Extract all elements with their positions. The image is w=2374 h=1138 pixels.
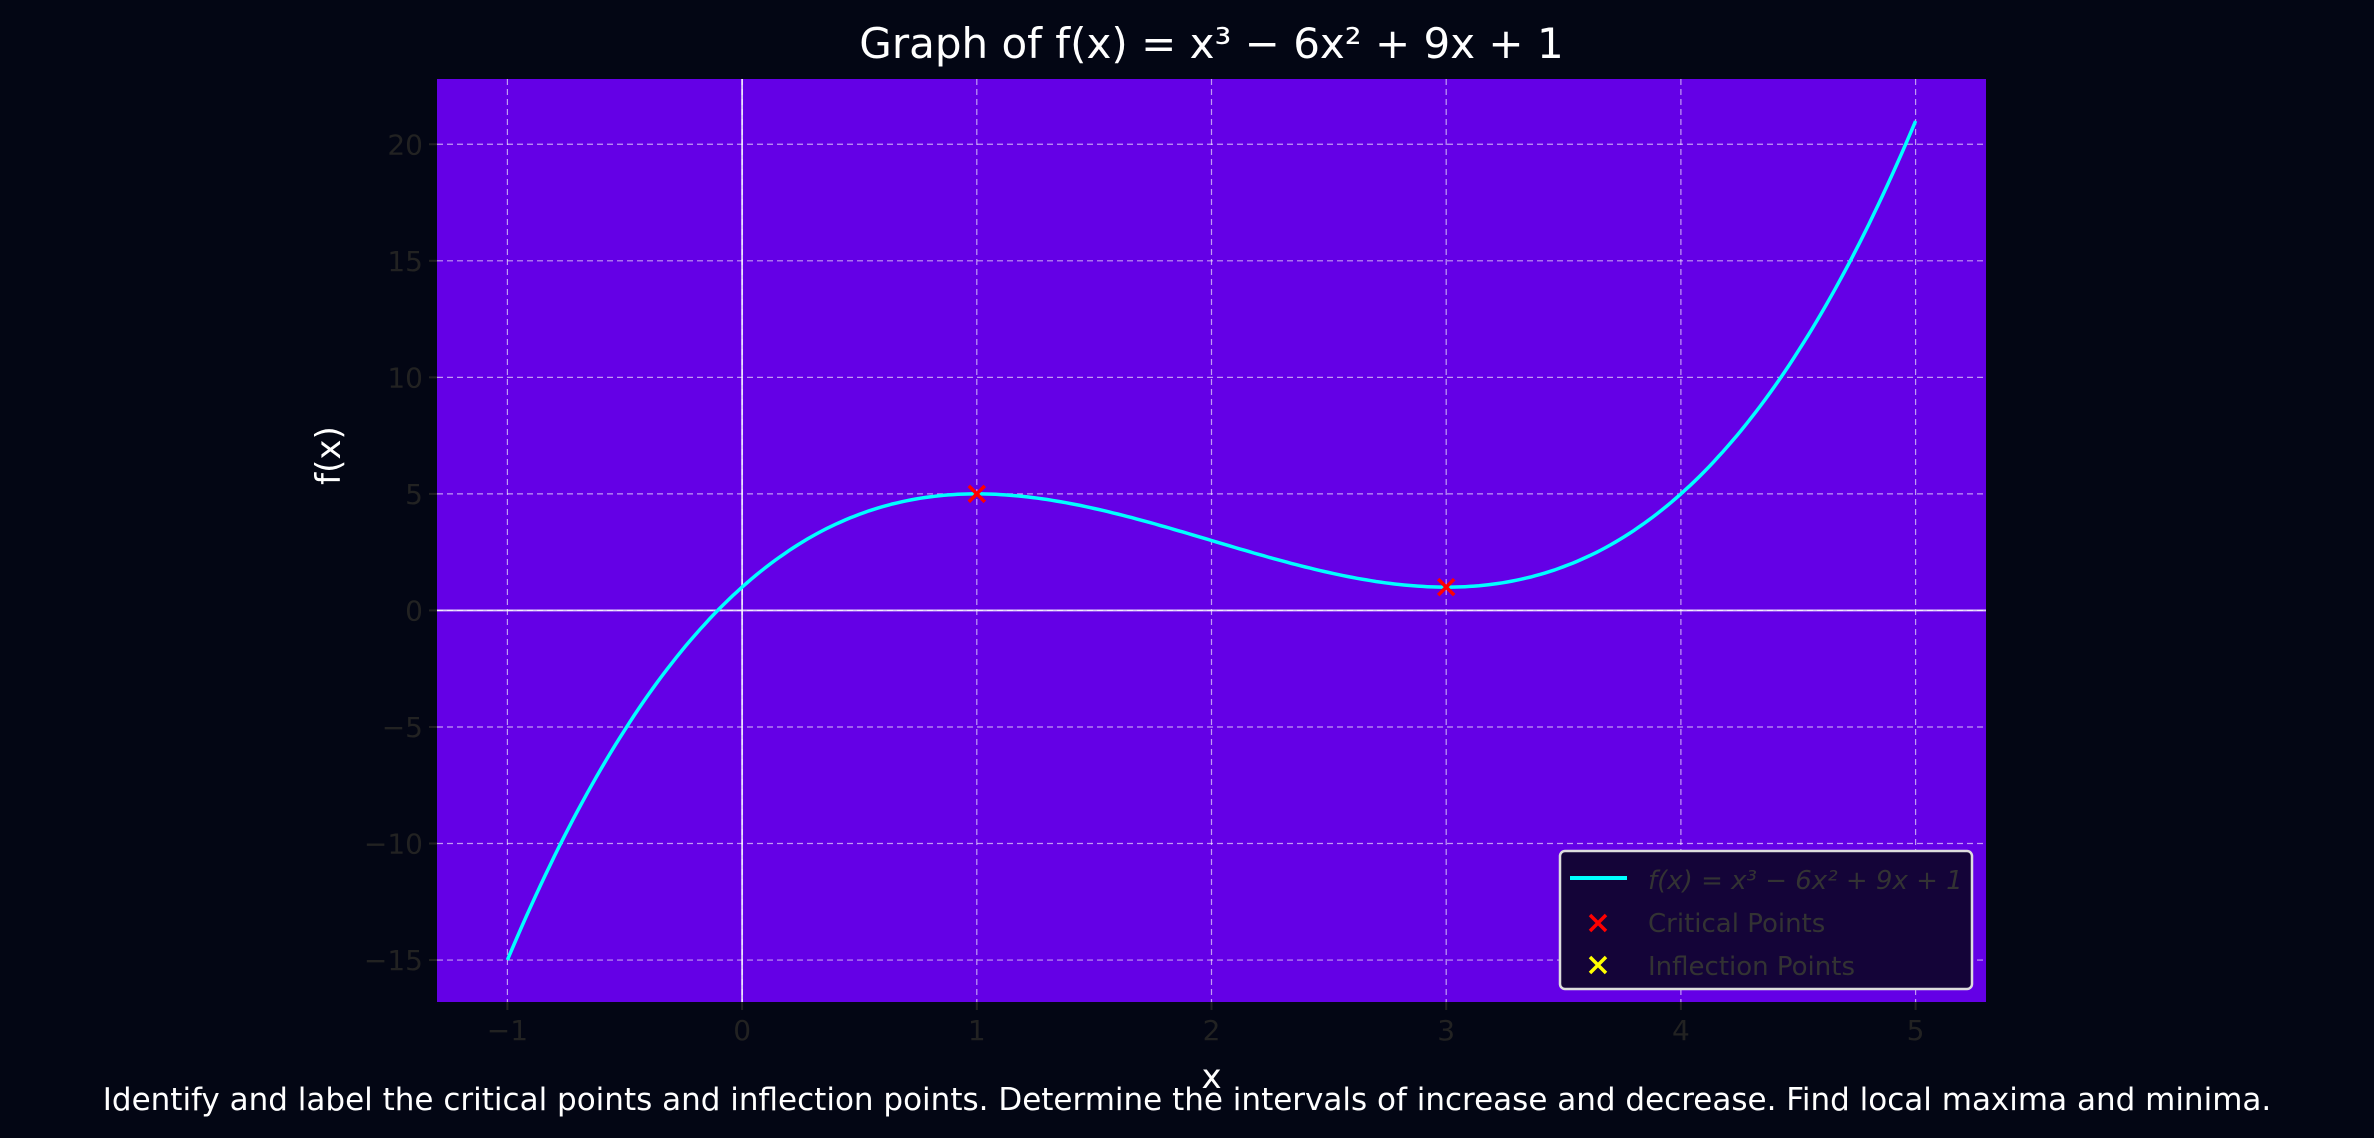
- y-tick-label: 0: [405, 594, 423, 627]
- legend-label: f(x) = x³ − 6x² + 9x + 1: [1648, 866, 1963, 896]
- x-tick-label: 1: [968, 1014, 986, 1047]
- x-tick-label: 2: [1203, 1014, 1221, 1047]
- critical-point-marker: [967, 484, 987, 504]
- y-tick-label: −5: [382, 711, 423, 744]
- legend-label: Inflection Points: [1648, 952, 1855, 982]
- caption: Identify and label the critical points a…: [102, 1082, 2272, 1118]
- critical-point-marker: [1436, 577, 1456, 597]
- x-axis-label: x: [1201, 1057, 1221, 1097]
- y-tick-label: −10: [364, 828, 423, 861]
- x-tick-label: 5: [1907, 1014, 1925, 1047]
- x-tick-label: 4: [1672, 1014, 1690, 1047]
- legend-box: [1558, 849, 1974, 991]
- y-tick-label: 15: [387, 245, 423, 278]
- x-tick-label: 3: [1437, 1014, 1455, 1047]
- x-tick-label: 0: [733, 1014, 751, 1047]
- x-tick-label: −1: [487, 1014, 528, 1047]
- y-axis-label: f(x): [309, 426, 349, 485]
- legend-inflection-icon: [1588, 955, 1608, 975]
- function-curve: [505, 120, 1918, 961]
- y-tick-label: −15: [364, 944, 423, 977]
- legend-label: Critical Points: [1648, 909, 1825, 939]
- legend-critical-icon: [1588, 913, 1608, 933]
- y-tick-label: 10: [387, 361, 423, 394]
- chart-title: Graph of f(x) = x³ − 6x² + 9x + 1: [859, 19, 1563, 68]
- y-tick-label: 5: [405, 478, 423, 511]
- y-tick-label: 20: [387, 128, 423, 161]
